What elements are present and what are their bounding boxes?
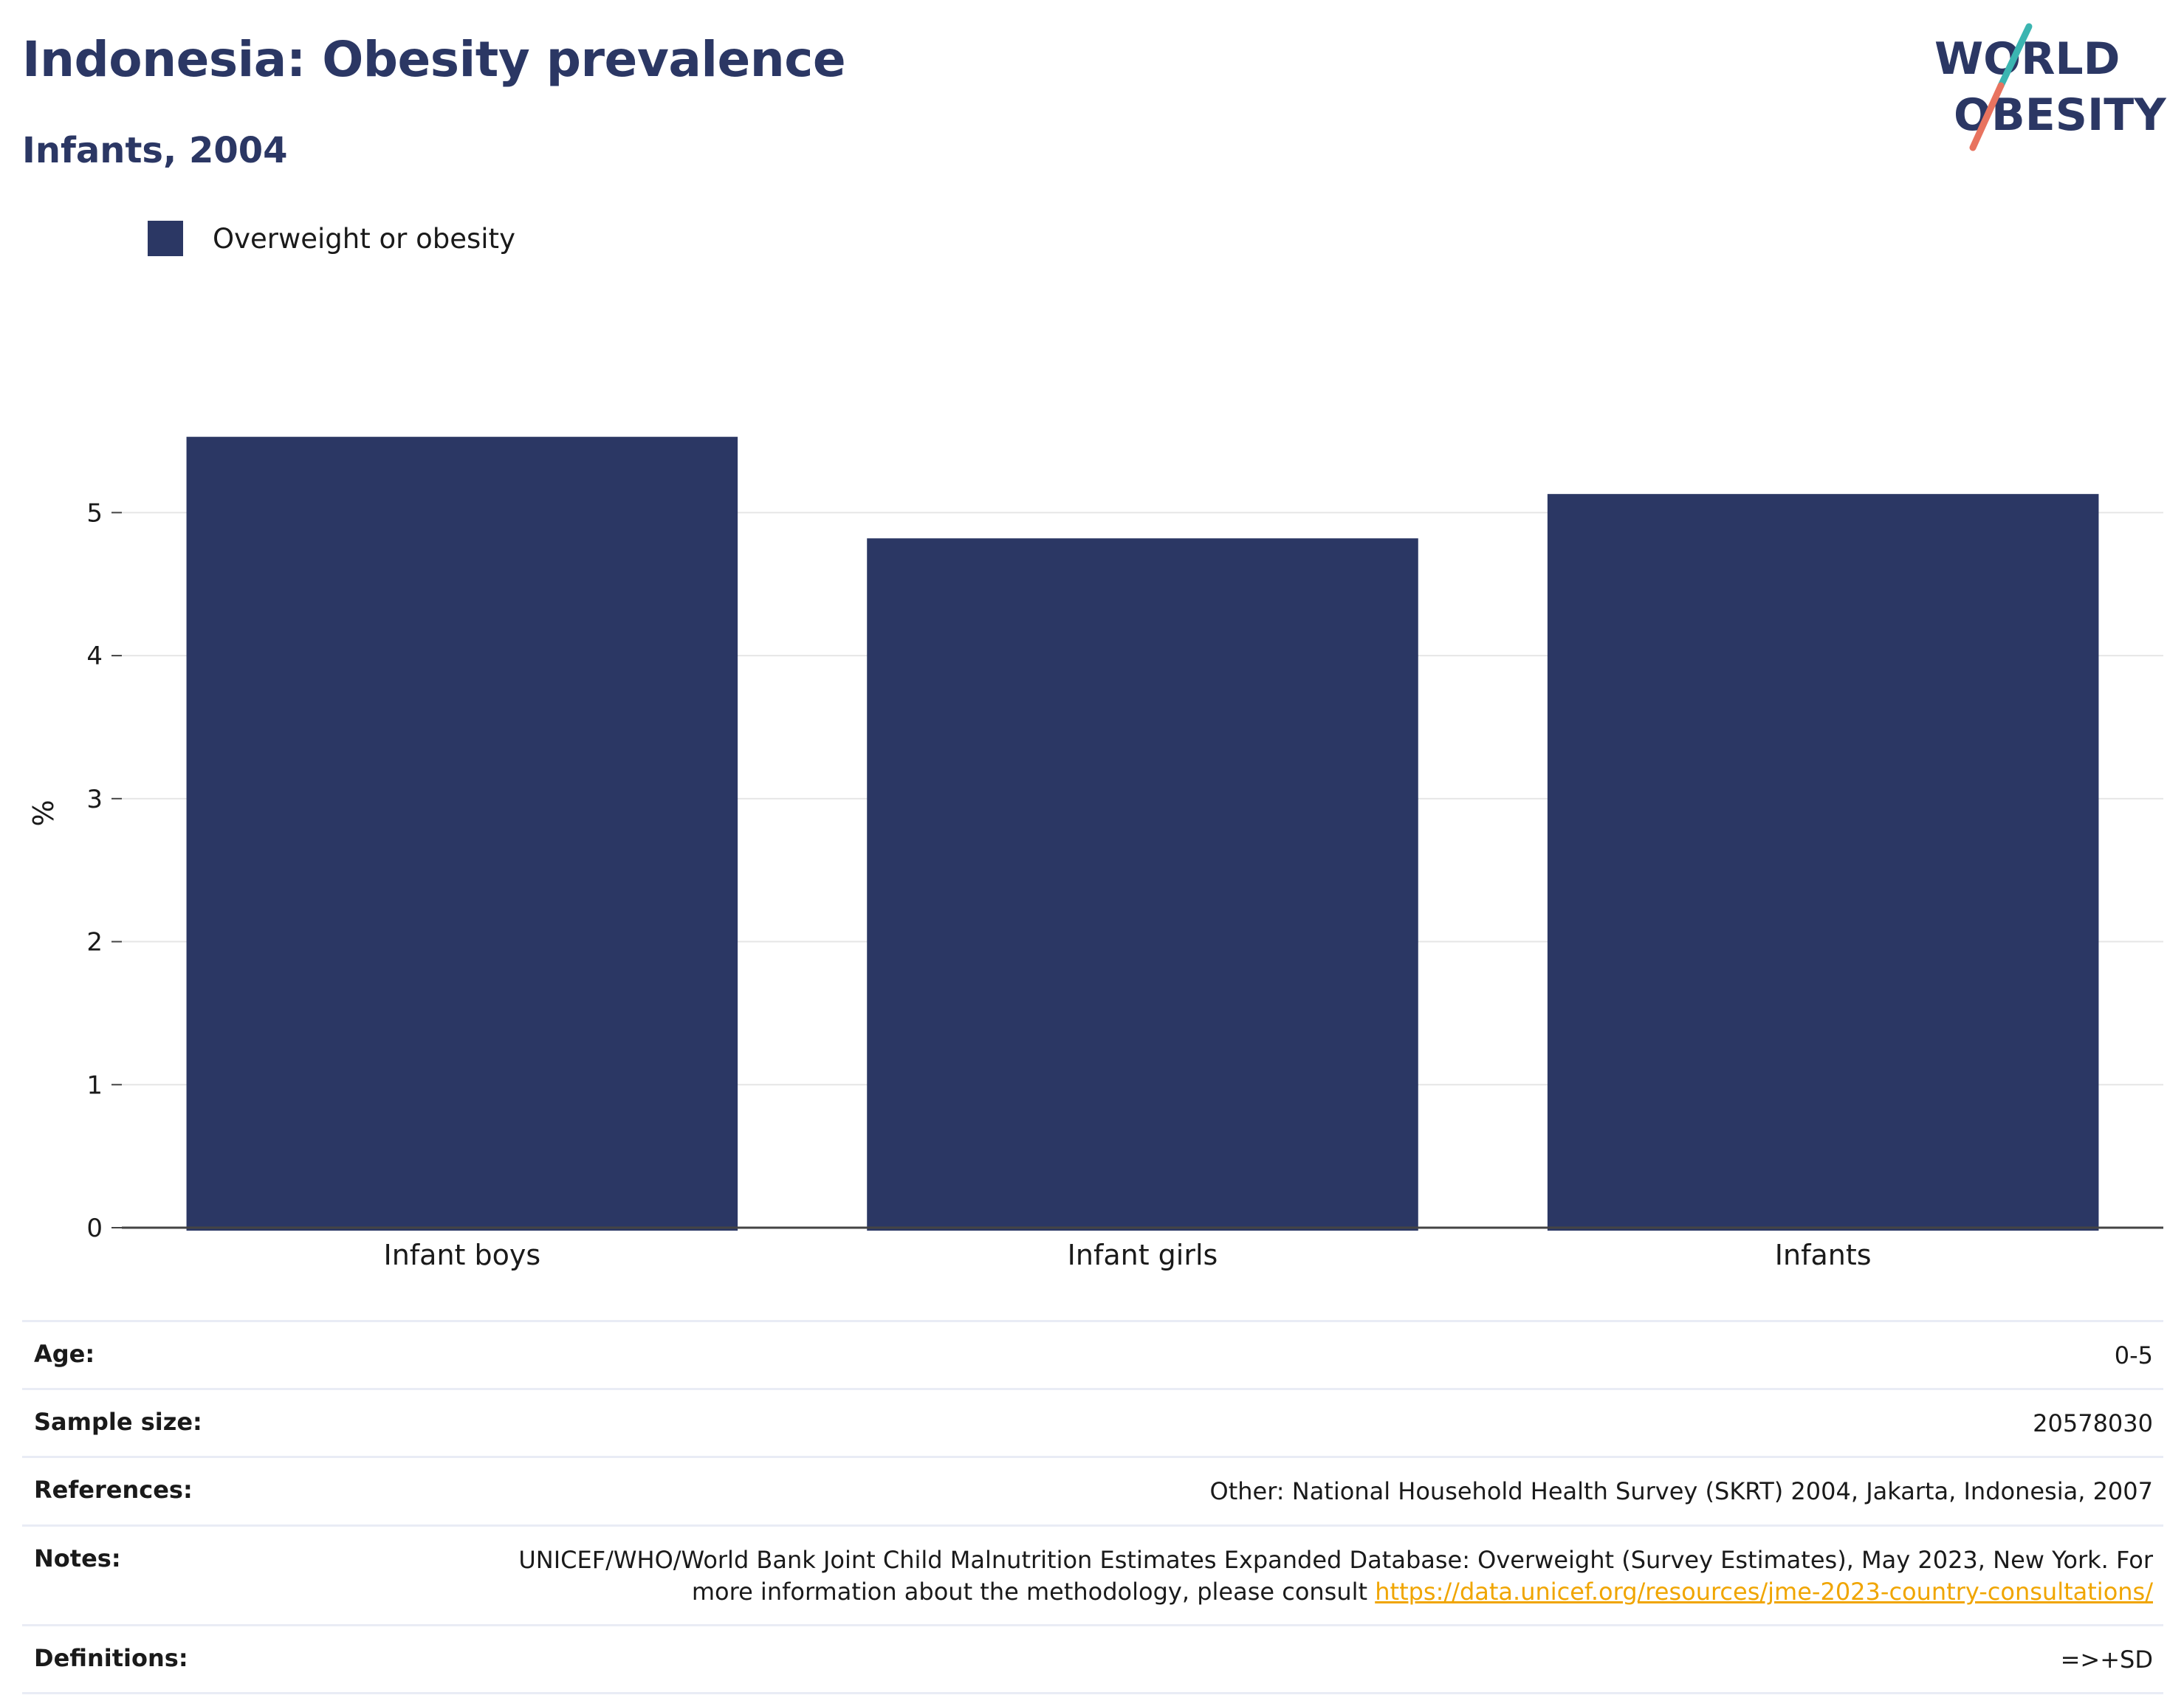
- page-title: Indonesia: Obesity prevalence: [22, 31, 846, 88]
- definitions-value: =>+SD: [2060, 1645, 2153, 1674]
- y-axis-label: %: [27, 800, 60, 826]
- y-tick-label: 1: [86, 1070, 103, 1100]
- sample-size-label: Sample size:: [34, 1408, 202, 1437]
- references-value: Other: National Household Health Survey …: [1209, 1477, 2154, 1506]
- bar-infants: [1547, 494, 2099, 1231]
- x-tick-label: Infant boys: [383, 1239, 540, 1271]
- age-label: Age:: [34, 1340, 95, 1368]
- info-row-references: References: Other: National Household He…: [22, 1456, 2163, 1524]
- notes-value: UNICEF/WHO/World Bank Joint Child Malnut…: [455, 1544, 2153, 1608]
- bar-chart: 0 1 2 3 4 5% Infant boys Infant girls Infants: [27, 436, 2163, 1271]
- logo-line1: WORLD: [1934, 33, 2120, 85]
- sample-size-value: 20578030: [2033, 1409, 2153, 1438]
- chart-legend: Overweight or obesity: [148, 220, 515, 257]
- info-table: Age: 0-5 Sample size: 20578030 Reference…: [22, 1320, 2163, 1695]
- info-row-age: Age: 0-5: [22, 1320, 2163, 1388]
- info-row-notes: Notes: UNICEF/WHO/World Bank Joint Child…: [22, 1524, 2163, 1624]
- age-value: 0-5: [2114, 1341, 2153, 1369]
- notes-text: UNICEF/WHO/World Bank Joint Child Malnut…: [518, 1545, 2153, 1606]
- bar-infant-boys: [186, 436, 738, 1231]
- references-label: References:: [34, 1476, 193, 1505]
- y-tick-label: 5: [86, 498, 103, 528]
- legend-swatch: [148, 221, 183, 256]
- notes-label: Notes:: [34, 1544, 121, 1572]
- y-tick-label: 4: [86, 642, 103, 671]
- definitions-label: Definitions:: [34, 1643, 188, 1672]
- y-tick-label: 2: [86, 928, 103, 957]
- x-tick-label: Infants: [1775, 1239, 1872, 1271]
- info-row-definitions: Definitions: =>+SD: [22, 1623, 2163, 1695]
- y-tick-label: 3: [86, 785, 103, 814]
- methodology-link[interactable]: https://data.unicef.org/resources/jme-20…: [1375, 1577, 2153, 1606]
- info-row-sample-size: Sample size: 20578030: [22, 1388, 2163, 1456]
- y-tick-label: 0: [86, 1214, 103, 1243]
- page-subtitle: Infants, 2004: [22, 130, 288, 171]
- bar-infant-girls: [867, 538, 1418, 1231]
- x-tick-label: Infant girls: [1068, 1239, 1218, 1271]
- legend-label: Overweight or obesity: [213, 222, 515, 255]
- world-obesity-logo: WORLD OBESITY: [1934, 23, 2167, 151]
